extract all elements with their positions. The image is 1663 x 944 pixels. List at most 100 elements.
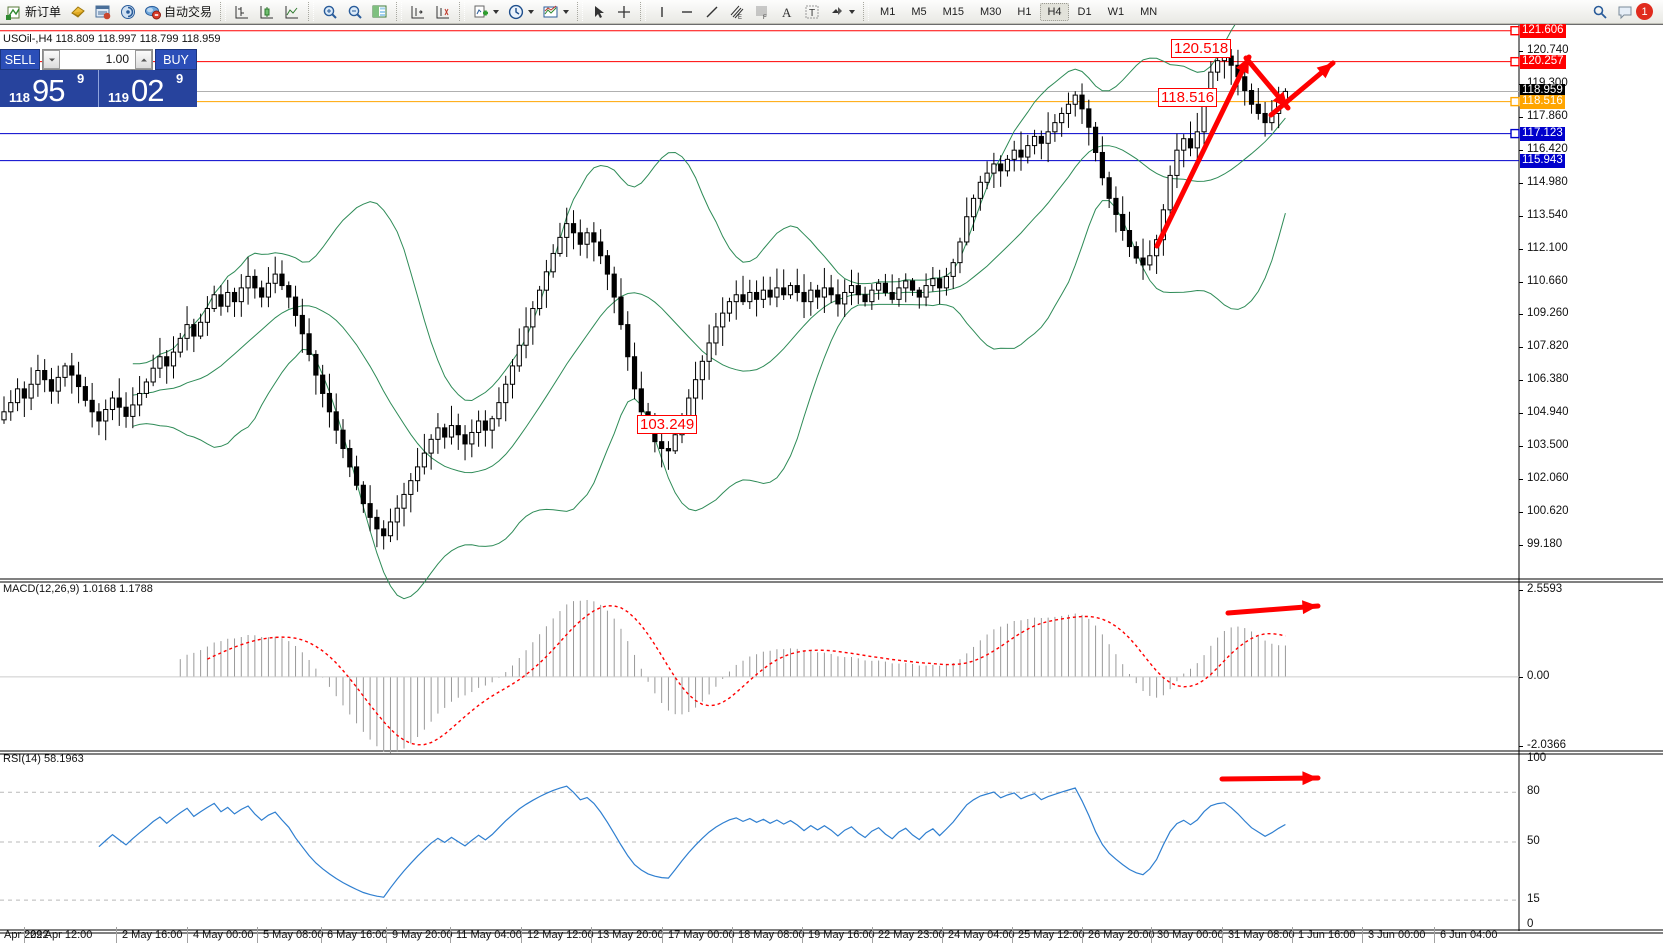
period-button[interactable] — [504, 0, 538, 24]
time-axis-separator — [257, 927, 258, 943]
volume-increment-button[interactable] — [135, 50, 152, 69]
autotrading-button[interactable]: 自动交易 — [141, 0, 216, 24]
price-level-label[interactable]: 117.123 — [1520, 126, 1565, 141]
price-level-handle[interactable] — [1510, 56, 1520, 67]
time-axis-separator — [1082, 927, 1083, 943]
chevron-down-icon — [48, 58, 55, 61]
time-axis-separator — [1434, 927, 1435, 943]
equidistant-channel-tool-button[interactable]: E — [725, 0, 749, 24]
sell-button[interactable]: SELL — [0, 49, 40, 70]
time-axis-separator — [1362, 927, 1363, 943]
price-level-handle[interactable] — [1510, 25, 1520, 36]
price-level-label[interactable]: 121.606 — [1520, 23, 1566, 38]
chart-window[interactable]: USOil-,H4 118.809 118.997 118.799 118.95… — [0, 23, 1663, 944]
shapes-tool-button[interactable] — [825, 0, 859, 24]
chart-canvas[interactable] — [0, 25, 1663, 944]
trend-arrow-head — [1301, 600, 1318, 615]
buy-quote[interactable]: 119 02 9 — [99, 70, 197, 108]
zoom-out-button[interactable] — [343, 0, 367, 24]
timeframe-h4[interactable]: H4 — [1040, 2, 1069, 21]
notifications-button[interactable]: 1 — [1613, 0, 1657, 24]
timeframe-m5[interactable]: M5 — [911, 5, 927, 18]
time-axis-separator — [942, 927, 943, 943]
timeframe-d1[interactable]: D1 — [1077, 5, 1092, 18]
chevron-down-icon[interactable] — [563, 9, 570, 14]
time-axis-label: 25 May 12:00 — [1018, 929, 1085, 941]
one-click-trading-panel[interactable]: SELL 1.00 BUY 118 95 9 — [0, 49, 197, 108]
price-level-label[interactable]: 115.943 — [1520, 153, 1565, 168]
vertical-line-tool-button[interactable] — [650, 0, 674, 24]
crosshair-tool-button[interactable] — [612, 0, 636, 24]
timeframe-h1[interactable]: H1 — [1017, 5, 1032, 18]
price-tick-label: 107.820 — [1527, 340, 1569, 353]
timeframe-mn[interactable]: MN — [1140, 5, 1158, 18]
chevron-up-icon — [140, 58, 147, 61]
price-annotation[interactable]: 120.518 — [1171, 39, 1232, 58]
buy-button[interactable]: BUY — [155, 49, 197, 70]
time-axis-label: 17 May 00:00 — [668, 929, 735, 941]
text-tool-button[interactable]: A — [775, 0, 799, 24]
metaeditor-button[interactable] — [66, 0, 90, 24]
price-level-label[interactable]: 120.257 — [1520, 54, 1566, 69]
terminal-window-icon — [95, 4, 111, 20]
timeframe-m30[interactable]: M30 — [980, 5, 1002, 18]
trendline-tool-button[interactable] — [700, 0, 724, 24]
metaeditor-icon — [70, 4, 86, 20]
terminal-button[interactable] — [91, 0, 115, 24]
price-tick-label: 103.500 — [1527, 439, 1569, 452]
rsi-scale-label: 80 — [1527, 785, 1540, 798]
timeframe-m1[interactable]: M1 — [880, 5, 896, 18]
search-button[interactable] — [1588, 0, 1612, 24]
toolbar-separator — [640, 2, 647, 21]
chevron-down-icon[interactable] — [849, 9, 856, 14]
bar-chart-button[interactable] — [230, 0, 254, 24]
text-label-tool-button[interactable]: T — [800, 0, 824, 24]
add-indicator-icon — [473, 4, 489, 20]
price-scale[interactable]: 120.740 119.300 117.860 116.420 114.980 113.5… — [1519, 23, 1663, 930]
time-axis-separator — [591, 927, 592, 943]
volume-input[interactable]: 1.00 — [42, 49, 153, 70]
time-axis-separator — [386, 927, 387, 943]
volume-value[interactable]: 1.00 — [105, 52, 129, 66]
channel-icon: E — [729, 4, 745, 21]
data-window-button[interactable] — [368, 0, 392, 24]
chevron-down-icon[interactable] — [528, 9, 535, 14]
sell-quote[interactable]: 118 95 9 — [0, 70, 99, 108]
price-tick-label: 117.860 — [1527, 109, 1568, 122]
line-chart-button[interactable] — [280, 0, 304, 24]
horizontal-line-tool-button[interactable] — [675, 0, 699, 24]
navigator-button[interactable] — [116, 0, 140, 24]
zoom-in-button[interactable] — [318, 0, 342, 24]
price-annotation[interactable]: 103.249 — [637, 415, 698, 434]
candlestick-chart-button[interactable] — [255, 0, 279, 24]
price-tick-mark — [1519, 116, 1523, 118]
trend-arrow[interactable] — [1154, 54, 1252, 249]
price-level-handle[interactable] — [1510, 128, 1520, 139]
new-order-button[interactable]: 新订单 — [2, 0, 65, 24]
timeframe-m15[interactable]: M15 — [942, 5, 964, 18]
time-axis-label: 31 May 08:00 — [1228, 929, 1295, 941]
chevron-down-icon[interactable] — [493, 9, 500, 14]
fibonacci-tool-button[interactable]: F — [750, 0, 774, 24]
price-tick-mark — [1519, 545, 1523, 547]
volume-decrement-button[interactable] — [43, 50, 60, 69]
time-axis[interactable]: Apr 2022 29 Apr 12:00 2 May 16:00 4 May 00:… — [0, 927, 1519, 943]
auto-scroll-button[interactable] — [431, 0, 455, 24]
price-level-label[interactable]: 118.516 — [1520, 94, 1565, 109]
toolbar-separator — [308, 2, 315, 21]
cursor-tool-button[interactable] — [587, 0, 611, 24]
line-chart-icon — [284, 4, 300, 20]
templates-button[interactable] — [539, 0, 573, 24]
svg-text:T: T — [809, 8, 815, 19]
add-indicator-button[interactable] — [469, 0, 503, 24]
timeframe-w1[interactable]: W1 — [1107, 5, 1125, 18]
price-annotation[interactable]: 118.516 — [1158, 88, 1218, 107]
trend-arrow[interactable] — [1219, 775, 1321, 782]
candlestick-chart-icon — [259, 4, 275, 20]
chart-shift-button[interactable] — [406, 0, 430, 24]
time-axis-separator — [1151, 927, 1152, 943]
new-order-label: 新订单 — [25, 5, 62, 19]
price-tick-mark — [1519, 149, 1523, 151]
price-level-handle[interactable] — [1510, 96, 1520, 107]
macd-tick-mark — [1519, 746, 1523, 747]
